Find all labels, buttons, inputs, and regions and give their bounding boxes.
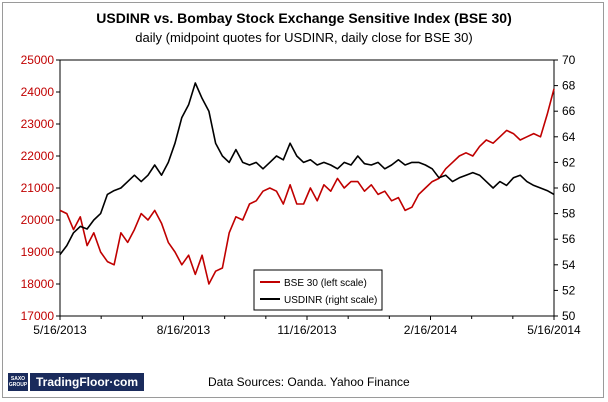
legend-box — [253, 269, 383, 311]
chart-frame — [2, 2, 604, 398]
x-axis-tick-label: 11/16/2013 — [277, 323, 336, 337]
left-axis-tick-label: 22000 — [21, 149, 55, 163]
left-axis-tick-label: 20000 — [21, 213, 55, 227]
left-axis-tick-label: 21000 — [21, 181, 55, 195]
x-axis-tick-label: 5/16/2013 — [33, 323, 87, 337]
left-axis-tick-label: 25000 — [21, 53, 55, 67]
chart-title: USDINR vs. Bombay Stock Exchange Sensiti… — [96, 10, 512, 26]
usdinr-series-line — [59, 82, 555, 256]
right-axis-tick-label: 68 — [562, 79, 576, 93]
brand-logo: SAXO GROUP TradingFloor·com — [8, 372, 144, 392]
right-axis-tick-label: 66 — [562, 104, 576, 118]
left-axis-tick-label: 19000 — [21, 245, 55, 259]
right-axis-tick-label: 62 — [562, 155, 576, 169]
x-axis-tick-label: 8/16/2013 — [157, 323, 211, 337]
right-axis-tick-label: 60 — [562, 181, 576, 195]
left-axis-tick-label: 17000 — [21, 309, 55, 323]
right-axis-tick-label: 54 — [562, 258, 576, 272]
legend-entry-label: BSE 30 (left scale) — [284, 278, 367, 289]
right-axis-tick-label: 52 — [562, 283, 576, 297]
left-axis-tick-label: 24000 — [21, 85, 55, 99]
legend-entry-label: USDINR (right scale) — [284, 295, 377, 306]
right-axis-tick-label: 56 — [562, 232, 576, 246]
bse30-series-line — [59, 88, 555, 285]
x-axis-tick-label: 5/16/2014 — [527, 323, 581, 337]
x-axis-tick-label: 2/16/2014 — [404, 323, 458, 337]
data-source-note: Data Sources: Oanda. Yahoo Finance — [208, 375, 410, 389]
saxo-group-logo: SAXO GROUP — [8, 373, 28, 391]
left-axis-tick-label: 18000 — [21, 277, 55, 291]
right-axis-tick-label: 64 — [562, 130, 576, 144]
right-axis-tick-label: 58 — [562, 207, 576, 221]
left-axis-tick-label: 23000 — [21, 117, 55, 131]
right-axis-tick-label: 50 — [562, 309, 576, 323]
right-axis-tick-label: 70 — [562, 53, 576, 67]
chart-subtitle: daily (midpoint quotes for USDINR, daily… — [135, 30, 473, 45]
tradingfloor-logo: TradingFloor·com — [30, 373, 144, 391]
